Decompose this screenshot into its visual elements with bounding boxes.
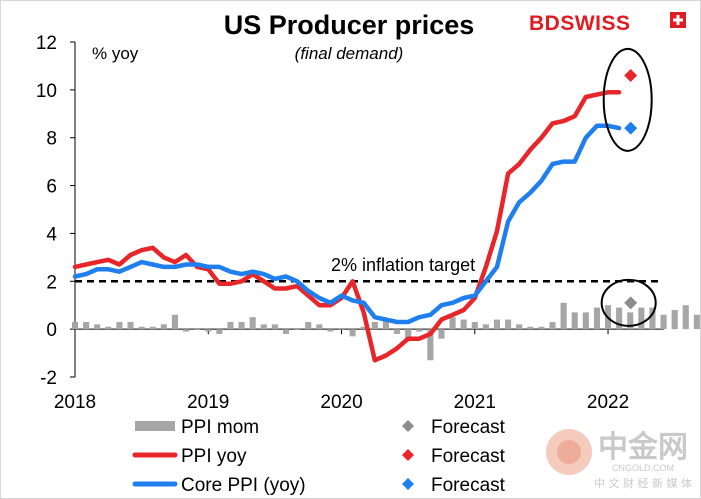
bar-ppi-mom — [560, 302, 567, 330]
bar-ppi-mom — [549, 321, 556, 330]
bar-ppi-mom — [271, 324, 278, 330]
bar-ppi-mom — [538, 326, 545, 330]
forecast-diamond — [624, 296, 638, 310]
x-tick-label: 2019 — [187, 392, 229, 413]
bar-ppi-mom — [338, 329, 345, 330]
inflation-target-label: 2% inflation target — [331, 255, 475, 275]
forecast-highlight-ellipse — [602, 47, 653, 152]
y-tick-label: 2 — [46, 272, 57, 293]
bar-ppi-mom — [205, 329, 212, 332]
bar-ppi-mom — [94, 324, 101, 330]
bar-ppi-mom — [682, 305, 689, 330]
bar-ppi-mom — [649, 307, 656, 330]
bar-ppi-mom — [138, 326, 145, 330]
bar-ppi-mom — [305, 321, 312, 330]
legend-swatch-diamond — [402, 478, 414, 490]
x-tick-label: 2020 — [320, 392, 362, 413]
bar-ppi-mom — [116, 321, 123, 330]
chart-title: US Producer prices — [224, 10, 475, 40]
bar-ppi-mom — [238, 321, 245, 330]
bar-ppi-mom — [194, 329, 201, 330]
y-tick-label: -2 — [40, 368, 57, 389]
y-axis-label: % yoy — [92, 44, 139, 63]
bar-ppi-mom — [516, 324, 523, 330]
watermark-logo-icon-inner — [557, 440, 581, 464]
bar-ppi-mom — [360, 326, 367, 330]
bar-ppi-mom — [105, 326, 112, 330]
bar-ppi-mom — [505, 319, 512, 330]
y-tick-label: 12 — [36, 33, 57, 54]
forecast-highlight-ellipse — [600, 278, 657, 327]
bar-ppi-mom — [616, 307, 623, 330]
bar-ppi-mom — [71, 321, 79, 330]
bar-ppi-mom — [227, 321, 234, 330]
y-tick-label: 8 — [46, 129, 57, 150]
bar-ppi-mom — [294, 329, 301, 330]
y-tick-label: 10 — [36, 81, 57, 102]
legend-label: PPI yoy — [181, 446, 247, 467]
bar-ppi-mom — [171, 314, 178, 330]
line-core-ppi-yoy — [72, 123, 622, 325]
brand-logo-text: BDSWISS — [529, 12, 631, 35]
bar-ppi-mom — [249, 317, 256, 330]
legend-label: Core PPI (yoy) — [181, 475, 306, 496]
forecast-diamond — [624, 69, 638, 82]
bar-ppi-mom — [627, 312, 634, 330]
legend-swatch-bar — [135, 421, 175, 431]
bar-ppi-mom — [660, 314, 667, 330]
bar-ppi-mom — [493, 319, 501, 330]
watermark-domain: CNGOLD.COM — [612, 463, 674, 473]
bar-ppi-mom — [160, 324, 167, 330]
bar-ppi-mom — [449, 317, 456, 330]
bar-ppi-mom — [438, 329, 445, 339]
bar-ppi-mom — [282, 329, 290, 334]
bar-ppi-mom — [382, 319, 389, 330]
y-tick-label: 6 — [46, 177, 57, 198]
y-tick-label: 0 — [46, 320, 57, 341]
bar-ppi-mom — [83, 321, 90, 330]
bar-ppi-mom — [327, 329, 334, 332]
bar-ppi-mom — [593, 307, 600, 330]
watermark-name: 中金网 — [598, 430, 688, 465]
bar-ppi-mom — [482, 324, 489, 330]
bar-ppi-mom — [260, 324, 267, 330]
line-ppi-yoy — [72, 90, 622, 363]
legend-label: Forecast — [431, 446, 506, 467]
x-tick-label: 2022 — [587, 392, 629, 413]
x-tick-label: 2021 — [454, 392, 496, 413]
bar-ppi-mom — [316, 324, 323, 330]
bar-ppi-mom — [349, 329, 356, 337]
bar-ppi-mom — [371, 321, 378, 330]
bar-ppi-mom — [216, 329, 223, 334]
bar-ppi-mom — [393, 329, 401, 334]
brand-cross-icon-h — [673, 18, 683, 22]
bar-ppi-mom — [127, 321, 134, 330]
bar-ppi-mom — [527, 326, 534, 330]
legend-label: Forecast — [431, 475, 506, 496]
bar-ppi-mom — [416, 329, 423, 332]
bar-ppi-mom — [149, 326, 156, 330]
watermark-tagline: 中 文 财 经 新 媒 体 — [594, 476, 692, 490]
bar-ppi-mom — [427, 329, 434, 361]
legend-swatch-diamond — [402, 449, 414, 461]
legend-swatch-diamond — [402, 420, 414, 432]
bar-ppi-mom — [460, 319, 467, 330]
y-tick-label: 4 — [46, 224, 57, 245]
legend-label: Forecast — [431, 417, 506, 438]
chart-subtitle: (final demand) — [295, 44, 404, 63]
forecast-diamond — [624, 121, 638, 135]
x-tick-label: 2018 — [54, 392, 96, 413]
bar-ppi-mom — [638, 307, 645, 330]
legend-label: PPI mom — [181, 417, 259, 438]
bar-ppi-mom — [693, 314, 700, 330]
bar-ppi-mom — [182, 329, 190, 332]
bar-ppi-mom — [571, 312, 578, 330]
bar-ppi-mom — [471, 321, 478, 330]
bar-ppi-mom — [582, 312, 589, 330]
bar-ppi-mom — [671, 310, 678, 330]
bar-ppi-mom — [405, 329, 412, 342]
